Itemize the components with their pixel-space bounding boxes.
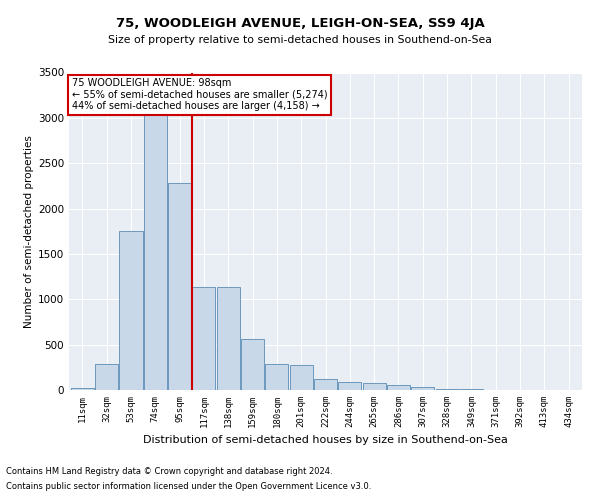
Bar bbox=[119, 231, 143, 390]
Bar bbox=[290, 364, 313, 390]
Text: 75 WOODLEIGH AVENUE: 98sqm
← 55% of semi-detached houses are smaller (5,274)
44%: 75 WOODLEIGH AVENUE: 98sqm ← 55% of semi… bbox=[71, 78, 327, 112]
Text: 75, WOODLEIGH AVENUE, LEIGH-ON-SEA, SS9 4JA: 75, WOODLEIGH AVENUE, LEIGH-ON-SEA, SS9 … bbox=[116, 18, 484, 30]
Bar bbox=[217, 288, 240, 390]
Text: Contains public sector information licensed under the Open Government Licence v3: Contains public sector information licen… bbox=[6, 482, 371, 491]
Bar bbox=[71, 388, 94, 390]
Bar bbox=[144, 114, 167, 390]
Text: Contains HM Land Registry data © Crown copyright and database right 2024.: Contains HM Land Registry data © Crown c… bbox=[6, 467, 332, 476]
Bar bbox=[95, 364, 118, 390]
Bar bbox=[436, 388, 458, 390]
Y-axis label: Number of semi-detached properties: Number of semi-detached properties bbox=[24, 135, 34, 328]
Bar bbox=[168, 183, 191, 390]
Bar bbox=[362, 382, 386, 390]
X-axis label: Distribution of semi-detached houses by size in Southend-on-Sea: Distribution of semi-detached houses by … bbox=[143, 436, 508, 446]
Bar bbox=[193, 288, 215, 390]
Bar bbox=[411, 388, 434, 390]
Bar bbox=[241, 339, 264, 390]
Bar bbox=[314, 378, 337, 390]
Bar bbox=[338, 382, 361, 390]
Bar bbox=[387, 385, 410, 390]
Bar bbox=[265, 364, 289, 390]
Text: Size of property relative to semi-detached houses in Southend-on-Sea: Size of property relative to semi-detach… bbox=[108, 35, 492, 45]
